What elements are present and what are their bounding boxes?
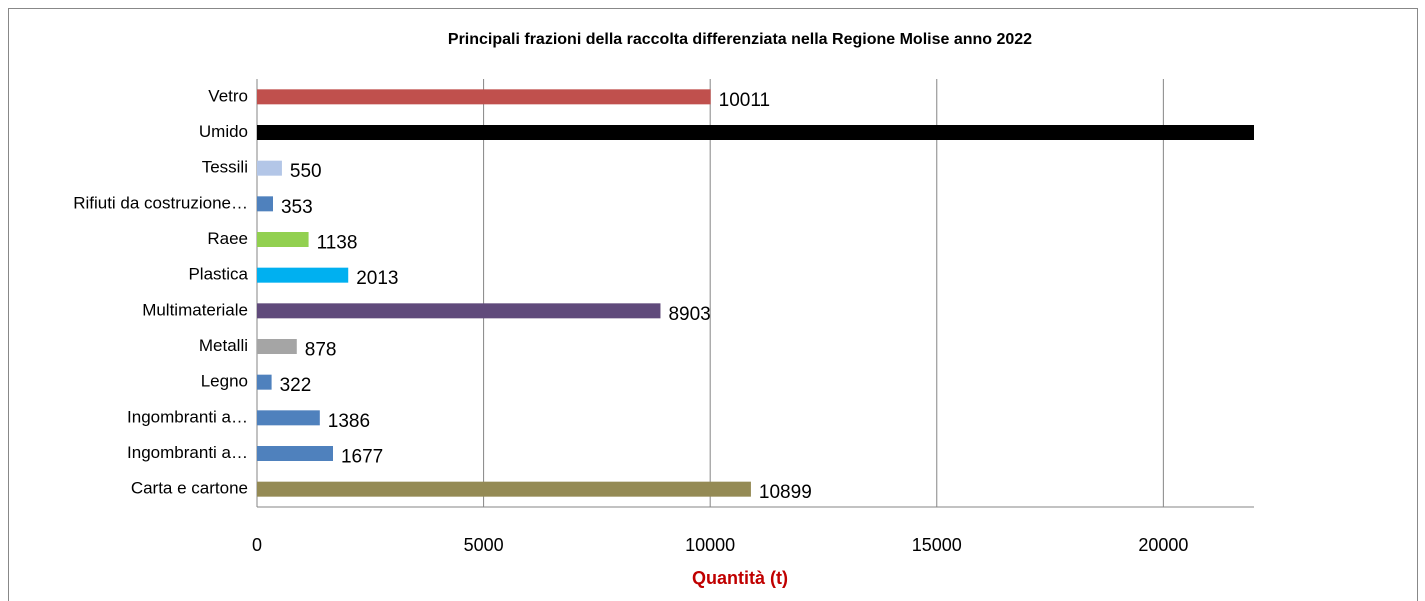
data-label: 353: [281, 197, 313, 218]
data-label: 10899: [759, 482, 812, 503]
data-label: 8903: [668, 304, 710, 325]
data-label: 878: [305, 340, 337, 361]
y-tick-label: Rifiuti da costruzione…: [73, 193, 248, 212]
x-tick-label: 15000: [912, 535, 962, 555]
bar: [257, 374, 272, 390]
x-tick-label: 5000: [464, 535, 504, 555]
data-label: 550: [290, 161, 322, 182]
y-tick-label: Umido: [199, 122, 248, 141]
y-tick-label: Vetro: [208, 86, 248, 105]
bar: [257, 89, 711, 105]
data-label: 322: [280, 375, 312, 396]
x-tick-label: 20000: [1138, 535, 1188, 555]
bar: [257, 410, 320, 426]
y-tick-label: Multimateriale: [142, 300, 248, 319]
bar: [257, 232, 309, 247]
y-tick-label: Tessili: [202, 158, 248, 177]
x-axis-title: Quantità (t): [692, 568, 788, 588]
data-label: 10011: [719, 90, 770, 111]
bar: [257, 267, 349, 283]
y-tick-label: Legno: [201, 372, 248, 391]
bar: [257, 160, 282, 176]
chart-frame: [8, 8, 1418, 601]
data-label: 1677: [341, 447, 383, 468]
bar: [257, 481, 751, 497]
data-label: 1386: [328, 411, 370, 432]
data-label: 2013: [356, 268, 398, 289]
bar: [257, 339, 297, 354]
y-tick-label: Ingombranti a…: [127, 443, 248, 462]
x-tick-label: 10000: [685, 535, 735, 555]
y-tick-label: Ingombranti a…: [127, 407, 248, 426]
x-tick-label: 0: [252, 535, 262, 555]
data-label: 1138: [317, 233, 358, 254]
y-tick-label: Raee: [207, 229, 248, 248]
bar: [257, 125, 1254, 140]
y-tick-label: Plastica: [188, 265, 248, 284]
bar: [257, 303, 661, 319]
bar: [257, 446, 333, 461]
y-tick-label: Carta e cartone: [131, 479, 248, 498]
chart-title: Principali frazioni della raccolta diffe…: [448, 31, 1032, 48]
y-tick-label: Metalli: [199, 336, 248, 355]
bar: [257, 196, 273, 212]
